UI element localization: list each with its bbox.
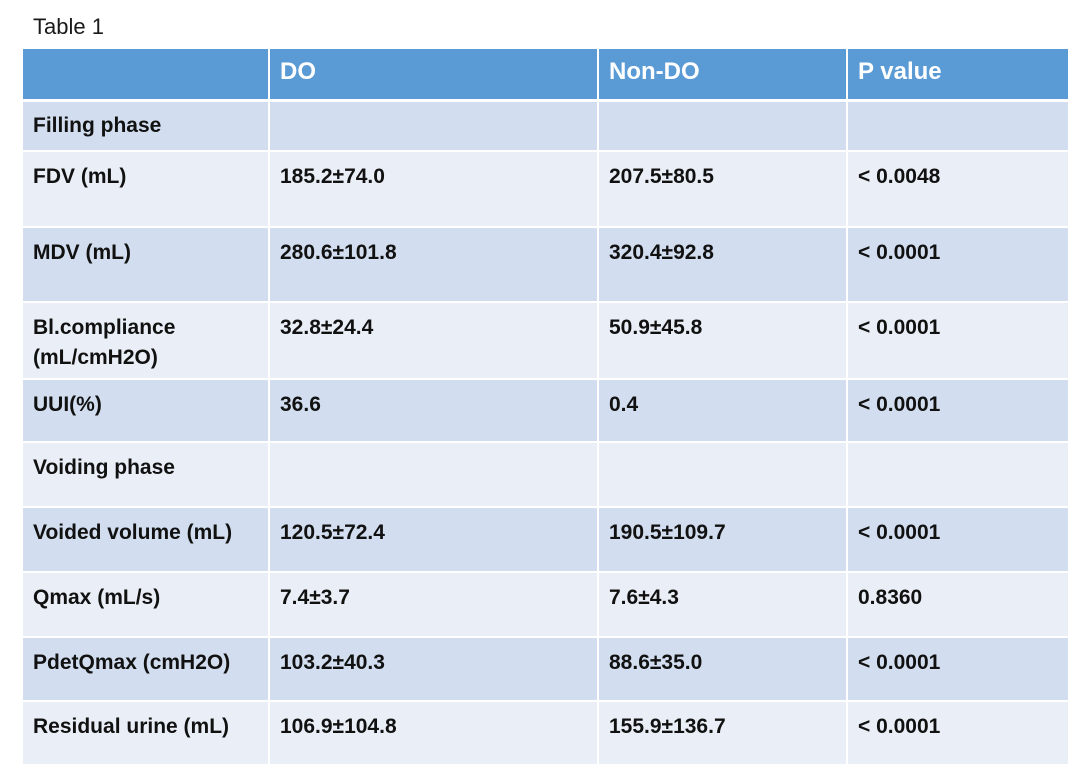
table-row: Qmax (mL/s) 7.4±3.7 7.6±4.3 0.8360 — [23, 571, 1068, 638]
row-label: Voiding phase — [23, 441, 270, 508]
row-label: MDV (mL) — [23, 226, 270, 303]
non-do-value: 207.5±80.5 — [598, 150, 848, 228]
row-label: Filling phase — [23, 100, 270, 152]
row-label: Bl.compliance (mL/cmH2O) — [23, 301, 270, 380]
header-do: DO — [269, 49, 599, 102]
table-row: MDV (mL) 280.6±101.8 320.4±92.8 < 0.0001 — [23, 226, 1068, 303]
row-label: FDV (mL) — [23, 150, 270, 228]
do-value: 185.2±74.0 — [269, 150, 599, 228]
table-row: FDV (mL) 185.2±74.0 207.5±80.5 < 0.0048 — [23, 150, 1068, 228]
non-do-value: 190.5±109.7 — [598, 506, 848, 573]
header-p-value: P value — [847, 49, 1068, 102]
row-label: PdetQmax (cmH2O) — [23, 636, 270, 702]
non-do-value — [598, 441, 848, 508]
non-do-value: 0.4 — [598, 378, 848, 443]
table-row: Residual urine (mL) 106.9±104.8 155.9±13… — [23, 700, 1068, 766]
row-label: Voided volume (mL) — [23, 506, 270, 573]
table-row: Voided volume (mL) 120.5±72.4 190.5±109.… — [23, 506, 1068, 573]
header-non-do: Non-DO — [598, 49, 848, 102]
do-value: 280.6±101.8 — [269, 226, 599, 303]
p-value: < 0.0048 — [847, 150, 1068, 228]
header-label-cell — [23, 49, 270, 102]
do-value: 120.5±72.4 — [269, 506, 599, 573]
table-row: Filling phase — [23, 100, 1068, 152]
table-header-row: DO Non-DO P value — [23, 49, 1068, 102]
row-label: Qmax (mL/s) — [23, 571, 270, 638]
do-value: 103.2±40.3 — [269, 636, 599, 702]
p-value — [847, 100, 1068, 152]
table-row: Bl.compliance (mL/cmH2O) 32.8±24.4 50.9±… — [23, 301, 1068, 380]
row-label: Residual urine (mL) — [23, 700, 270, 766]
do-value: 106.9±104.8 — [269, 700, 599, 766]
p-value: < 0.0001 — [847, 506, 1068, 573]
p-value: < 0.0001 — [847, 226, 1068, 303]
p-value: 0.8360 — [847, 571, 1068, 638]
do-value: 7.4±3.7 — [269, 571, 599, 638]
p-value: < 0.0001 — [847, 301, 1068, 380]
non-do-value: 155.9±136.7 — [598, 700, 848, 766]
table-row: Voiding phase — [23, 441, 1068, 508]
results-table: DO Non-DO P value Filling phase FDV (mL)… — [23, 49, 1068, 766]
non-do-value: 50.9±45.8 — [598, 301, 848, 380]
do-value — [269, 100, 599, 152]
p-value: < 0.0001 — [847, 700, 1068, 766]
p-value — [847, 441, 1068, 508]
p-value: < 0.0001 — [847, 378, 1068, 443]
non-do-value: 7.6±4.3 — [598, 571, 848, 638]
table-row: PdetQmax (cmH2O) 103.2±40.3 88.6±35.0 < … — [23, 636, 1068, 702]
do-value — [269, 441, 599, 508]
non-do-value: 320.4±92.8 — [598, 226, 848, 303]
p-value: < 0.0001 — [847, 636, 1068, 702]
table-caption: Table 1 — [33, 14, 104, 39]
do-value: 36.6 — [269, 378, 599, 443]
table-row: UUI(%) 36.6 0.4 < 0.0001 — [23, 378, 1068, 443]
do-value: 32.8±24.4 — [269, 301, 599, 380]
row-label: UUI(%) — [23, 378, 270, 443]
non-do-value — [598, 100, 848, 152]
non-do-value: 88.6±35.0 — [598, 636, 848, 702]
